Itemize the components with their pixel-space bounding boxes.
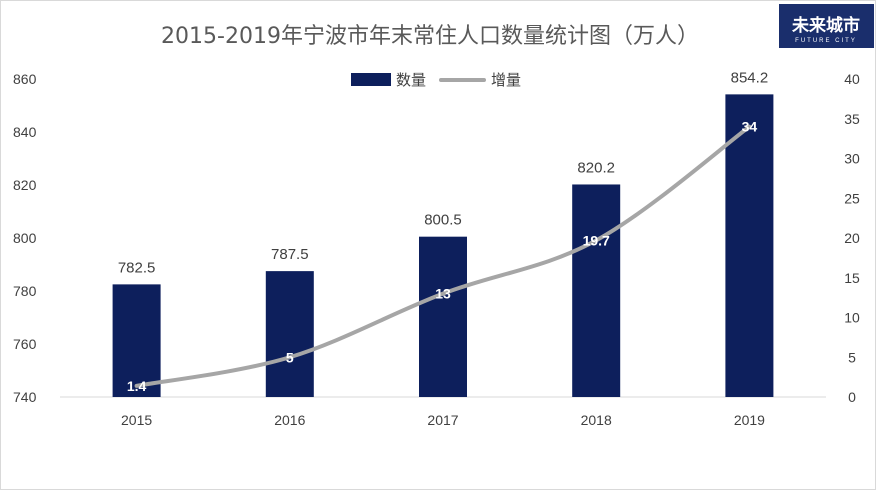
line-data-label: 1.4: [127, 378, 147, 394]
right-tick-label: 0: [848, 389, 856, 405]
bar: [112, 284, 161, 397]
logo-sub-text: FUTURE CITY: [795, 38, 857, 44]
right-tick-label: 30: [844, 151, 860, 167]
logo-main-text: 未来城市: [791, 15, 860, 36]
bar-data-label: 800.5: [424, 212, 462, 229]
bar: [725, 94, 774, 398]
right-tick-label: 5: [848, 349, 856, 365]
legend: 数量 增量: [351, 71, 521, 89]
right-axis-ticks: 0 5 10 15 20 25 30 35 40: [844, 71, 860, 405]
line-data-label: 19.7: [583, 232, 610, 248]
bar: [265, 271, 314, 397]
line-data-labels: 1.4 5 13 19.7 34: [127, 119, 758, 394]
x-tick-label: 2018: [581, 412, 612, 428]
bar-data-label: 820.2: [577, 159, 615, 176]
bar: [419, 236, 467, 397]
right-tick-label: 25: [844, 190, 860, 206]
increment-line: [134, 124, 752, 388]
legend-line-label: 增量: [491, 71, 521, 89]
right-tick-label: 15: [844, 270, 860, 286]
left-tick-label: 860: [13, 71, 37, 87]
bar-series: [112, 94, 774, 398]
bar-data-label: 782.5: [118, 259, 156, 276]
legend-bar-swatch: [351, 73, 391, 86]
left-tick-label: 840: [13, 124, 37, 140]
left-tick-label: 800: [13, 230, 37, 246]
logo-background: [779, 4, 874, 48]
bar-data-labels: 782.5 787.5 800.5 820.2 854.2: [118, 69, 768, 276]
x-tick-label: 2017: [427, 412, 458, 428]
x-axis-ticks: 2015 2016 2017 2018 2019: [121, 412, 765, 428]
line-data-label: 5: [286, 349, 294, 365]
left-tick-label: 820: [13, 177, 37, 193]
logo: 未来城市 FUTURE CITY: [779, 4, 874, 48]
x-tick-label: 2016: [274, 412, 305, 428]
x-tick-label: 2019: [734, 412, 765, 428]
left-axis-ticks: 740 760 780 800 820 840 860: [13, 71, 37, 405]
bar: [572, 184, 621, 397]
right-tick-label: 20: [844, 230, 860, 246]
right-tick-label: 35: [844, 111, 860, 127]
legend-bar-label: 数量: [396, 71, 426, 89]
line-series: [134, 124, 752, 388]
line-data-label: 34: [742, 119, 758, 135]
right-tick-label: 10: [844, 310, 860, 326]
x-tick-label: 2015: [121, 412, 152, 428]
chart-title: 2015-2019年宁波市年末常住人口数量统计图（万人）: [161, 24, 699, 49]
left-tick-label: 740: [13, 389, 37, 405]
right-tick-label: 40: [844, 71, 860, 87]
line-data-label: 13: [435, 286, 451, 302]
left-tick-label: 780: [13, 283, 37, 299]
bar-data-label: 787.5: [271, 246, 309, 263]
bar-data-label: 854.2: [731, 69, 769, 86]
left-tick-label: 760: [13, 336, 37, 352]
